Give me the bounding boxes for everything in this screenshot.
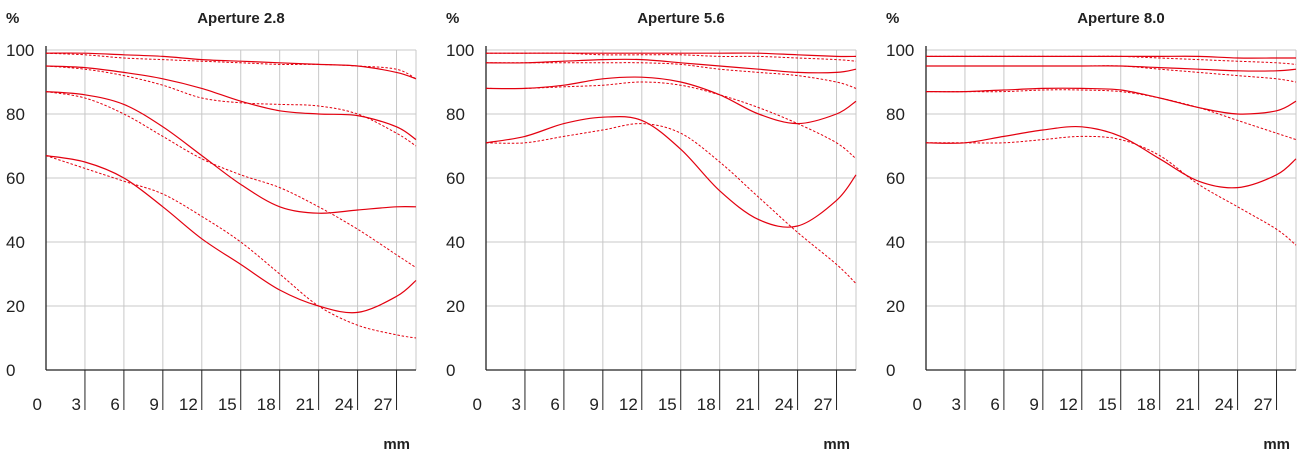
x-tick-label: 0	[33, 395, 42, 414]
y-tick-label: 40	[886, 233, 905, 252]
x-tick-label: 21	[1176, 395, 1195, 414]
mtf-curve-dashed	[926, 135, 1297, 246]
chart-title: Aperture 8.0	[1077, 10, 1165, 27]
x-tick-label: 0	[473, 395, 482, 414]
y-tick-label: 60	[446, 169, 465, 188]
y-tick-label: 60	[886, 169, 905, 188]
y-tick-label: 100	[446, 41, 474, 60]
x-tick-label: 9	[589, 395, 598, 414]
mtf-curve-dashed	[926, 55, 1297, 65]
y-tick-label: 80	[6, 105, 25, 124]
x-tick-label: 15	[218, 395, 237, 414]
y-tick-label: 80	[886, 105, 905, 124]
mtf-curve-solid	[45, 52, 417, 80]
x-tick-label: 15	[1098, 395, 1117, 414]
x-tick-label: 6	[990, 395, 999, 414]
x-tick-label: 21	[736, 395, 755, 414]
mtf-curve-dashed	[45, 91, 417, 269]
x-tick-label: 27	[1254, 395, 1273, 414]
mtf-curve-dashed	[926, 89, 1297, 141]
x-tick-label: 12	[1059, 395, 1078, 414]
mtf-curve-solid	[45, 91, 417, 214]
x-tick-label: 24	[335, 395, 354, 414]
mtf-curve-dashed	[45, 65, 417, 147]
y-tick-label: 40	[446, 233, 465, 252]
mtf-curve-solid	[925, 125, 1297, 189]
y-axis-label: %	[6, 10, 19, 27]
x-tick-label: 3	[71, 395, 80, 414]
y-tick-label: 0	[446, 361, 455, 380]
grid	[926, 49, 1297, 370]
x-tick-label: 15	[658, 395, 677, 414]
mtf-curve-solid	[485, 76, 857, 125]
x-tick-label: 0	[913, 395, 922, 414]
x-tick-label: 6	[110, 395, 119, 414]
x-tick-label: 6	[550, 395, 559, 414]
chart-title: Aperture 2.8	[197, 10, 285, 27]
mtf-curve-solid	[485, 115, 857, 228]
y-tick-label: 60	[6, 169, 25, 188]
x-tick-label: 27	[814, 395, 833, 414]
x-tick-label: 12	[619, 395, 638, 414]
mtf-curve-dashed	[485, 52, 857, 62]
x-tick-label: 21	[296, 395, 315, 414]
mtf-curve-solid	[45, 65, 417, 141]
x-tick-label: 18	[257, 395, 276, 414]
grid	[486, 49, 857, 370]
x-tick-label: 24	[1215, 395, 1234, 414]
x-tick-label: 3	[951, 395, 960, 414]
mtf-curve-solid	[925, 87, 1297, 115]
y-tick-label: 20	[886, 297, 905, 316]
y-tick-label: 80	[446, 105, 465, 124]
mtf-curve-solid	[45, 155, 417, 314]
mtf-curves	[925, 55, 1297, 246]
mtf-curve-dashed	[45, 52, 417, 80]
mtf-curves	[485, 52, 857, 284]
y-tick-label: 0	[886, 361, 895, 380]
y-tick-label: 0	[6, 361, 15, 380]
mtf-curves	[45, 52, 417, 339]
x-axis-label: mm	[823, 436, 850, 453]
chart-title: Aperture 5.6	[637, 10, 725, 27]
x-tick-label: 27	[374, 395, 393, 414]
x-tick-label: 3	[511, 395, 520, 414]
x-tick-label: 9	[149, 395, 158, 414]
x-tick-label: 18	[697, 395, 716, 414]
y-axis-label: %	[446, 10, 459, 27]
y-tick-label: 20	[446, 297, 465, 316]
x-tick-label: 18	[1137, 395, 1156, 414]
mtf-curve-dashed	[926, 65, 1297, 83]
mtf-chart-2: Aperture 5.6% 0 20 40 60 80 100 0 3 6 9 12 15 18 21 24 2…	[446, 10, 857, 453]
x-axis-label: mm	[1263, 436, 1290, 453]
y-tick-label: 20	[6, 297, 25, 316]
mtf-curve-dashed	[485, 123, 857, 284]
mtf-curve-solid	[485, 58, 857, 74]
x-tick-label: 24	[775, 395, 794, 414]
mtf-curve-dashed	[485, 81, 857, 160]
x-axis-label: mm	[383, 436, 410, 453]
mtf-curve-dashed	[45, 155, 417, 339]
x-tick-label: 9	[1029, 395, 1038, 414]
y-tick-label: 100	[886, 41, 914, 60]
y-axis-label: %	[886, 10, 899, 27]
x-tick-label: 12	[179, 395, 198, 414]
mtf-curve-solid	[926, 65, 1297, 72]
y-tick-label: 40	[6, 233, 25, 252]
mtf-curve-dashed	[485, 62, 857, 89]
mtf-chart-3: Aperture 8.0% 0 20 40 60 80 100 0 3 6 9 12 15 18 21 24 2…	[886, 10, 1297, 453]
mtf-chart-1: Aperture 2.8% 0 20 40 60 80 100 0 3 6 9 12 15 18 21 24 2…	[6, 10, 417, 453]
y-tick-label: 100	[6, 41, 34, 60]
